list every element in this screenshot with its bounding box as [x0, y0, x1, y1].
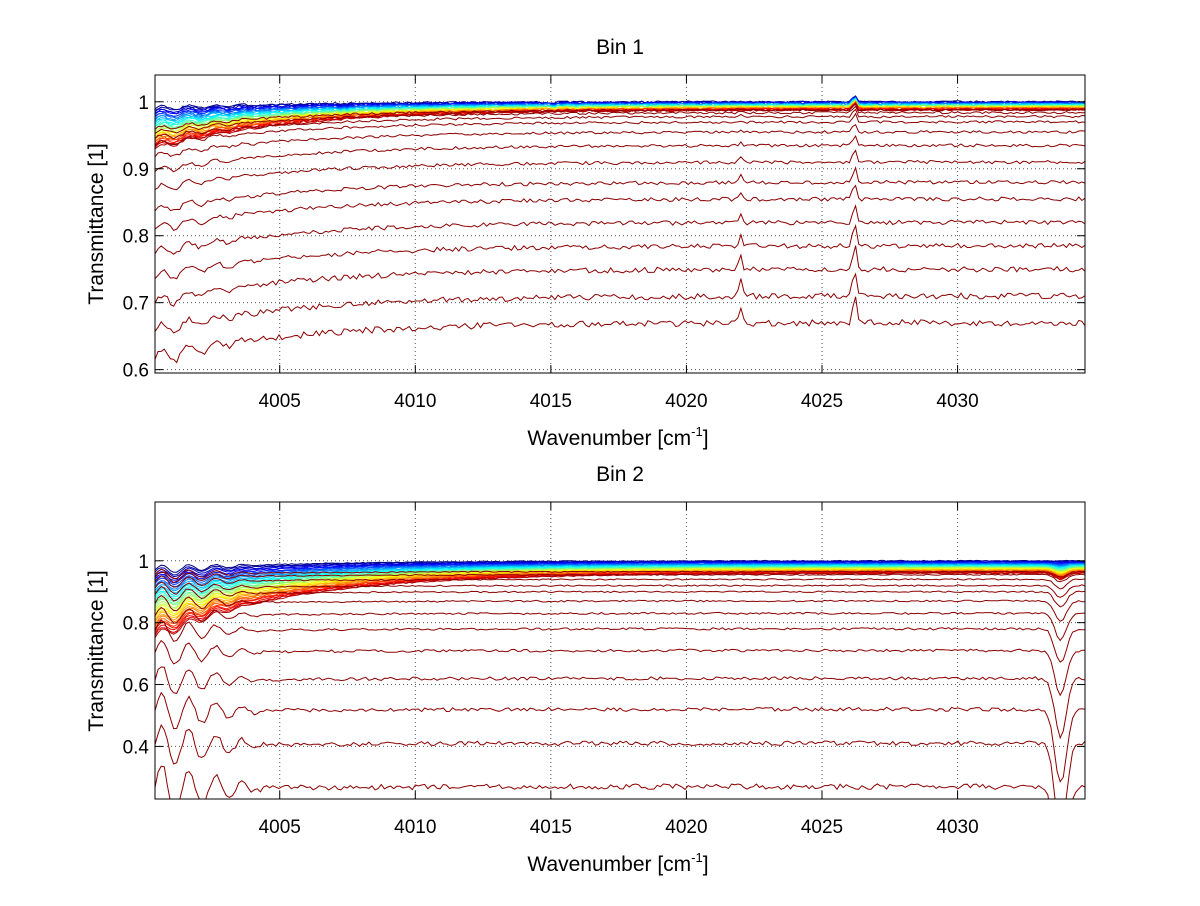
- bin2-ticks: 4005 4010 4015 4020 4025 4030 0.4 0.6 0.8 1: [123, 502, 1085, 838]
- bin1-ticks: 4005 4010 4015 4020 4025 4030 0.6 0.7 0.8 0.9 1: [123, 75, 1085, 412]
- series-line: [155, 586, 1085, 608]
- series-line: [155, 572, 1085, 584]
- series-line: [155, 108, 1085, 140]
- bin2-ylabel: Transmittance [1]: [85, 570, 108, 731]
- y-tick-label: 0.8: [123, 227, 149, 248]
- x-tick-label: 4030: [936, 817, 978, 838]
- bin1-title: Bin 1: [596, 36, 644, 59]
- series-line: [155, 272, 1085, 334]
- x-tick-label: 4005: [259, 817, 301, 838]
- bin1-axes-box: [154, 74, 1086, 374]
- bin1-series-group: [155, 95, 1085, 364]
- x-tick-label: 4025: [801, 817, 843, 838]
- series-line: [155, 606, 1085, 642]
- x-tick-label: 4005: [259, 391, 301, 412]
- x-tick-label: 4015: [530, 817, 572, 838]
- series-line: [155, 103, 1085, 130]
- y-tick-label: 0.6: [123, 361, 149, 382]
- series-line: [155, 204, 1085, 255]
- series-line: [155, 245, 1085, 307]
- bin1-panel: Bin 1 4005 4010 4015 4020 4025 4030 0.6 0.7 0.8 0…: [85, 36, 1086, 450]
- x-tick-label: 4010: [394, 391, 436, 412]
- series-line: [155, 691, 1085, 783]
- bin2-series-group: [155, 559, 1085, 799]
- series-line: [155, 296, 1085, 364]
- series-line: [155, 224, 1085, 280]
- x-tick-label: 4025: [801, 391, 843, 412]
- series-line: [155, 105, 1085, 134]
- series-line: [155, 619, 1085, 663]
- bin1-ylabel: Transmittance [1]: [85, 143, 108, 304]
- series-line: [155, 149, 1085, 191]
- bin2-axes-box: [154, 501, 1086, 800]
- y-tick-label: 1: [138, 552, 149, 573]
- series-line: [155, 568, 1085, 580]
- y-tick-label: 0.8: [123, 614, 149, 635]
- x-tick-label: 4020: [665, 817, 707, 838]
- series-line: [155, 112, 1085, 146]
- series-line: [155, 572, 1085, 638]
- y-tick-label: 0.6: [123, 676, 149, 697]
- x-tick-label: 4010: [394, 817, 436, 838]
- series-line: [155, 666, 1085, 740]
- series-line: [155, 123, 1085, 158]
- series-line: [155, 184, 1085, 232]
- x-tick-label: 4030: [936, 391, 978, 412]
- bin2-title: Bin 2: [596, 463, 644, 486]
- y-tick-label: 1: [138, 93, 149, 114]
- series-line: [155, 166, 1085, 212]
- y-tick-label: 0.7: [123, 294, 149, 315]
- series-line: [155, 765, 1085, 799]
- y-tick-label: 0.4: [123, 737, 150, 758]
- bin1-xlabel: Wavenumber [cm-1]: [527, 424, 708, 450]
- x-tick-label: 4015: [530, 391, 572, 412]
- series-line: [155, 723, 1085, 799]
- series-line: [155, 575, 1085, 590]
- series-line: [155, 581, 1085, 598]
- series-line: [155, 594, 1085, 622]
- series-line: [155, 639, 1085, 697]
- x-tick-label: 4020: [665, 391, 707, 412]
- series-line: [155, 135, 1085, 173]
- bin2-xlabel: Wavenumber [cm-1]: [527, 850, 708, 876]
- y-tick-label: 0.9: [123, 160, 149, 181]
- bin2-panel: Bin 2 4005 4010 4015 4020 4025 4030 0.4 0.6 0.8 1…: [85, 463, 1086, 876]
